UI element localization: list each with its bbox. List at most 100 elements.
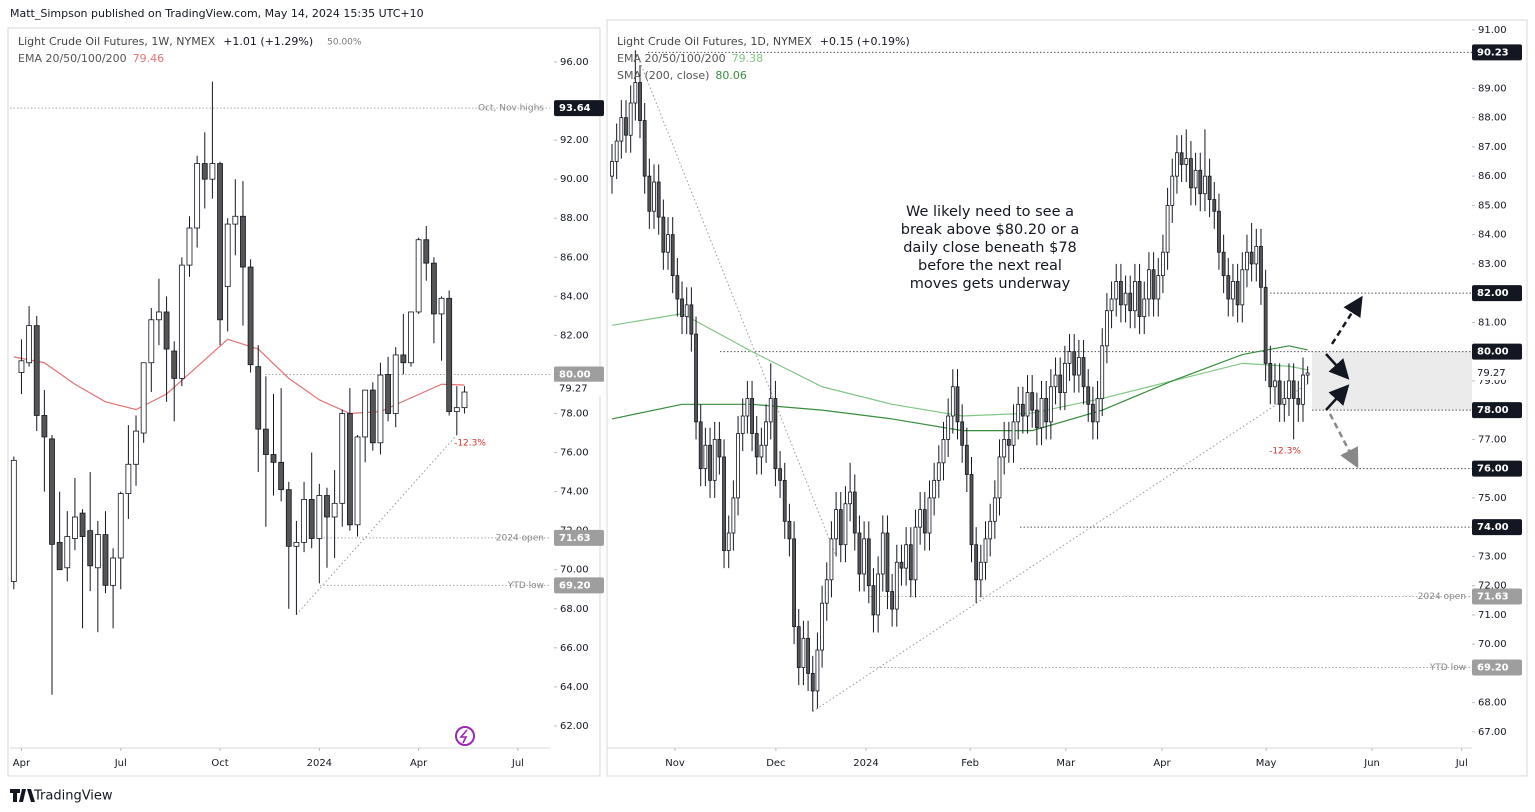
candle-body [346, 413, 353, 526]
level-text: Oct, Nov highs [478, 104, 544, 114]
candle-body [801, 637, 806, 668]
candle-body [408, 311, 414, 364]
candle-body [876, 573, 881, 616]
candle-body [461, 391, 468, 409]
candle-body [866, 538, 871, 587]
candle-body [862, 538, 867, 575]
candle-body [717, 439, 722, 458]
y-tick-label: 70.00 [560, 565, 589, 576]
candle-body [1179, 152, 1184, 165]
candle-body [1175, 152, 1179, 177]
y-tick-label: 77.00 [1478, 434, 1507, 445]
candle-body [1128, 292, 1133, 312]
x-tick-label: May [1256, 758, 1277, 769]
indicator-line [611, 345, 1308, 432]
candle-body [255, 366, 262, 430]
y-tick-label: 86.00 [560, 252, 589, 263]
candle-body [1165, 205, 1170, 253]
price-tag-label: 71.63 [559, 533, 591, 544]
last-price-label: 79.27 [1477, 368, 1506, 379]
candle-body [1011, 421, 1016, 446]
candle-body [894, 561, 899, 610]
candle-body [1123, 292, 1128, 306]
candle-body [773, 398, 778, 470]
publish-header: Matt_Simpson published on TradingView.co… [10, 7, 424, 20]
candle-body [270, 454, 277, 463]
candle-body [247, 266, 254, 366]
y-tick-label: 74.00 [560, 487, 589, 498]
level-text: YTD low [1429, 663, 1466, 673]
y-tick-label: 75.00 [1478, 493, 1507, 504]
candle-body [26, 325, 32, 364]
y-tick-label: 73.00 [1478, 551, 1507, 562]
candle-body [385, 374, 391, 414]
y-tick-label: 90.00 [560, 174, 589, 185]
candle-body [722, 456, 726, 551]
candle-body [1147, 269, 1151, 300]
level-text: 2024 open [1418, 592, 1466, 602]
candle-body [1109, 298, 1114, 312]
candle-body [670, 234, 675, 277]
candle-body [1100, 345, 1105, 399]
logo-mark [10, 789, 35, 802]
candle-body [125, 463, 132, 494]
candle-body [1273, 380, 1277, 388]
candle-body [680, 298, 684, 317]
candle-body [94, 534, 101, 569]
candle-body [988, 520, 993, 540]
candle-body [1095, 398, 1100, 423]
y-tick-label: 64.00 [560, 682, 589, 693]
candle-body [1193, 169, 1198, 189]
candle-body [964, 444, 969, 475]
alert-icon[interactable] [455, 726, 475, 746]
candle-body [619, 117, 624, 142]
x-tick-label: Jun [1363, 758, 1380, 769]
candle-body [240, 215, 246, 268]
candle-body [1114, 281, 1119, 300]
legend-value: 80.06 [715, 69, 747, 82]
last-price-tag [1472, 366, 1522, 381]
candle-body [446, 297, 453, 412]
candle-body [880, 532, 885, 575]
logo-text[interactable]: TradingView [33, 789, 113, 804]
candle-body [72, 516, 78, 539]
y-tick-label: 88.00 [1478, 113, 1507, 124]
annotation-text: break above $80.20 or a [901, 222, 1079, 238]
candle-body [997, 456, 1002, 499]
candle-body [201, 163, 208, 180]
annotation-text: before the next real [918, 258, 1062, 274]
candle-body [922, 509, 927, 534]
candle-body [834, 509, 839, 540]
candle-body [324, 495, 330, 518]
candle-body [33, 325, 40, 416]
candle-body [1076, 357, 1081, 376]
x-tick-label: Apr [410, 758, 428, 769]
candle-body [285, 489, 292, 547]
candle-body [1161, 251, 1165, 277]
range-zone [1312, 351, 1472, 411]
left-panel [7, 27, 601, 777]
candle-body [194, 163, 201, 229]
candle-body [918, 509, 923, 528]
candle-body [1030, 392, 1035, 411]
candle-body [806, 637, 810, 674]
candle-body [87, 530, 94, 567]
price-tag-label: 76.00 [1477, 464, 1509, 475]
candle-body [778, 468, 782, 481]
candle-body [423, 239, 430, 264]
y-tick-label: 70.00 [1478, 639, 1507, 650]
chart-title: Light Crude Oil Futures, 1D, NYMEX [617, 35, 812, 48]
y-tick-label: 85.00 [1478, 200, 1507, 211]
price-tag [1472, 519, 1522, 536]
candle-body [675, 275, 680, 300]
candle-body [871, 585, 876, 616]
move-label: -12.3% [454, 439, 486, 449]
candle-body [1282, 398, 1287, 405]
candle-body [438, 297, 445, 315]
legend-value: 79.38 [732, 52, 764, 65]
candle-body [217, 163, 223, 321]
candle-body [684, 304, 689, 317]
candle-body [178, 264, 185, 379]
candle-body [392, 354, 399, 414]
